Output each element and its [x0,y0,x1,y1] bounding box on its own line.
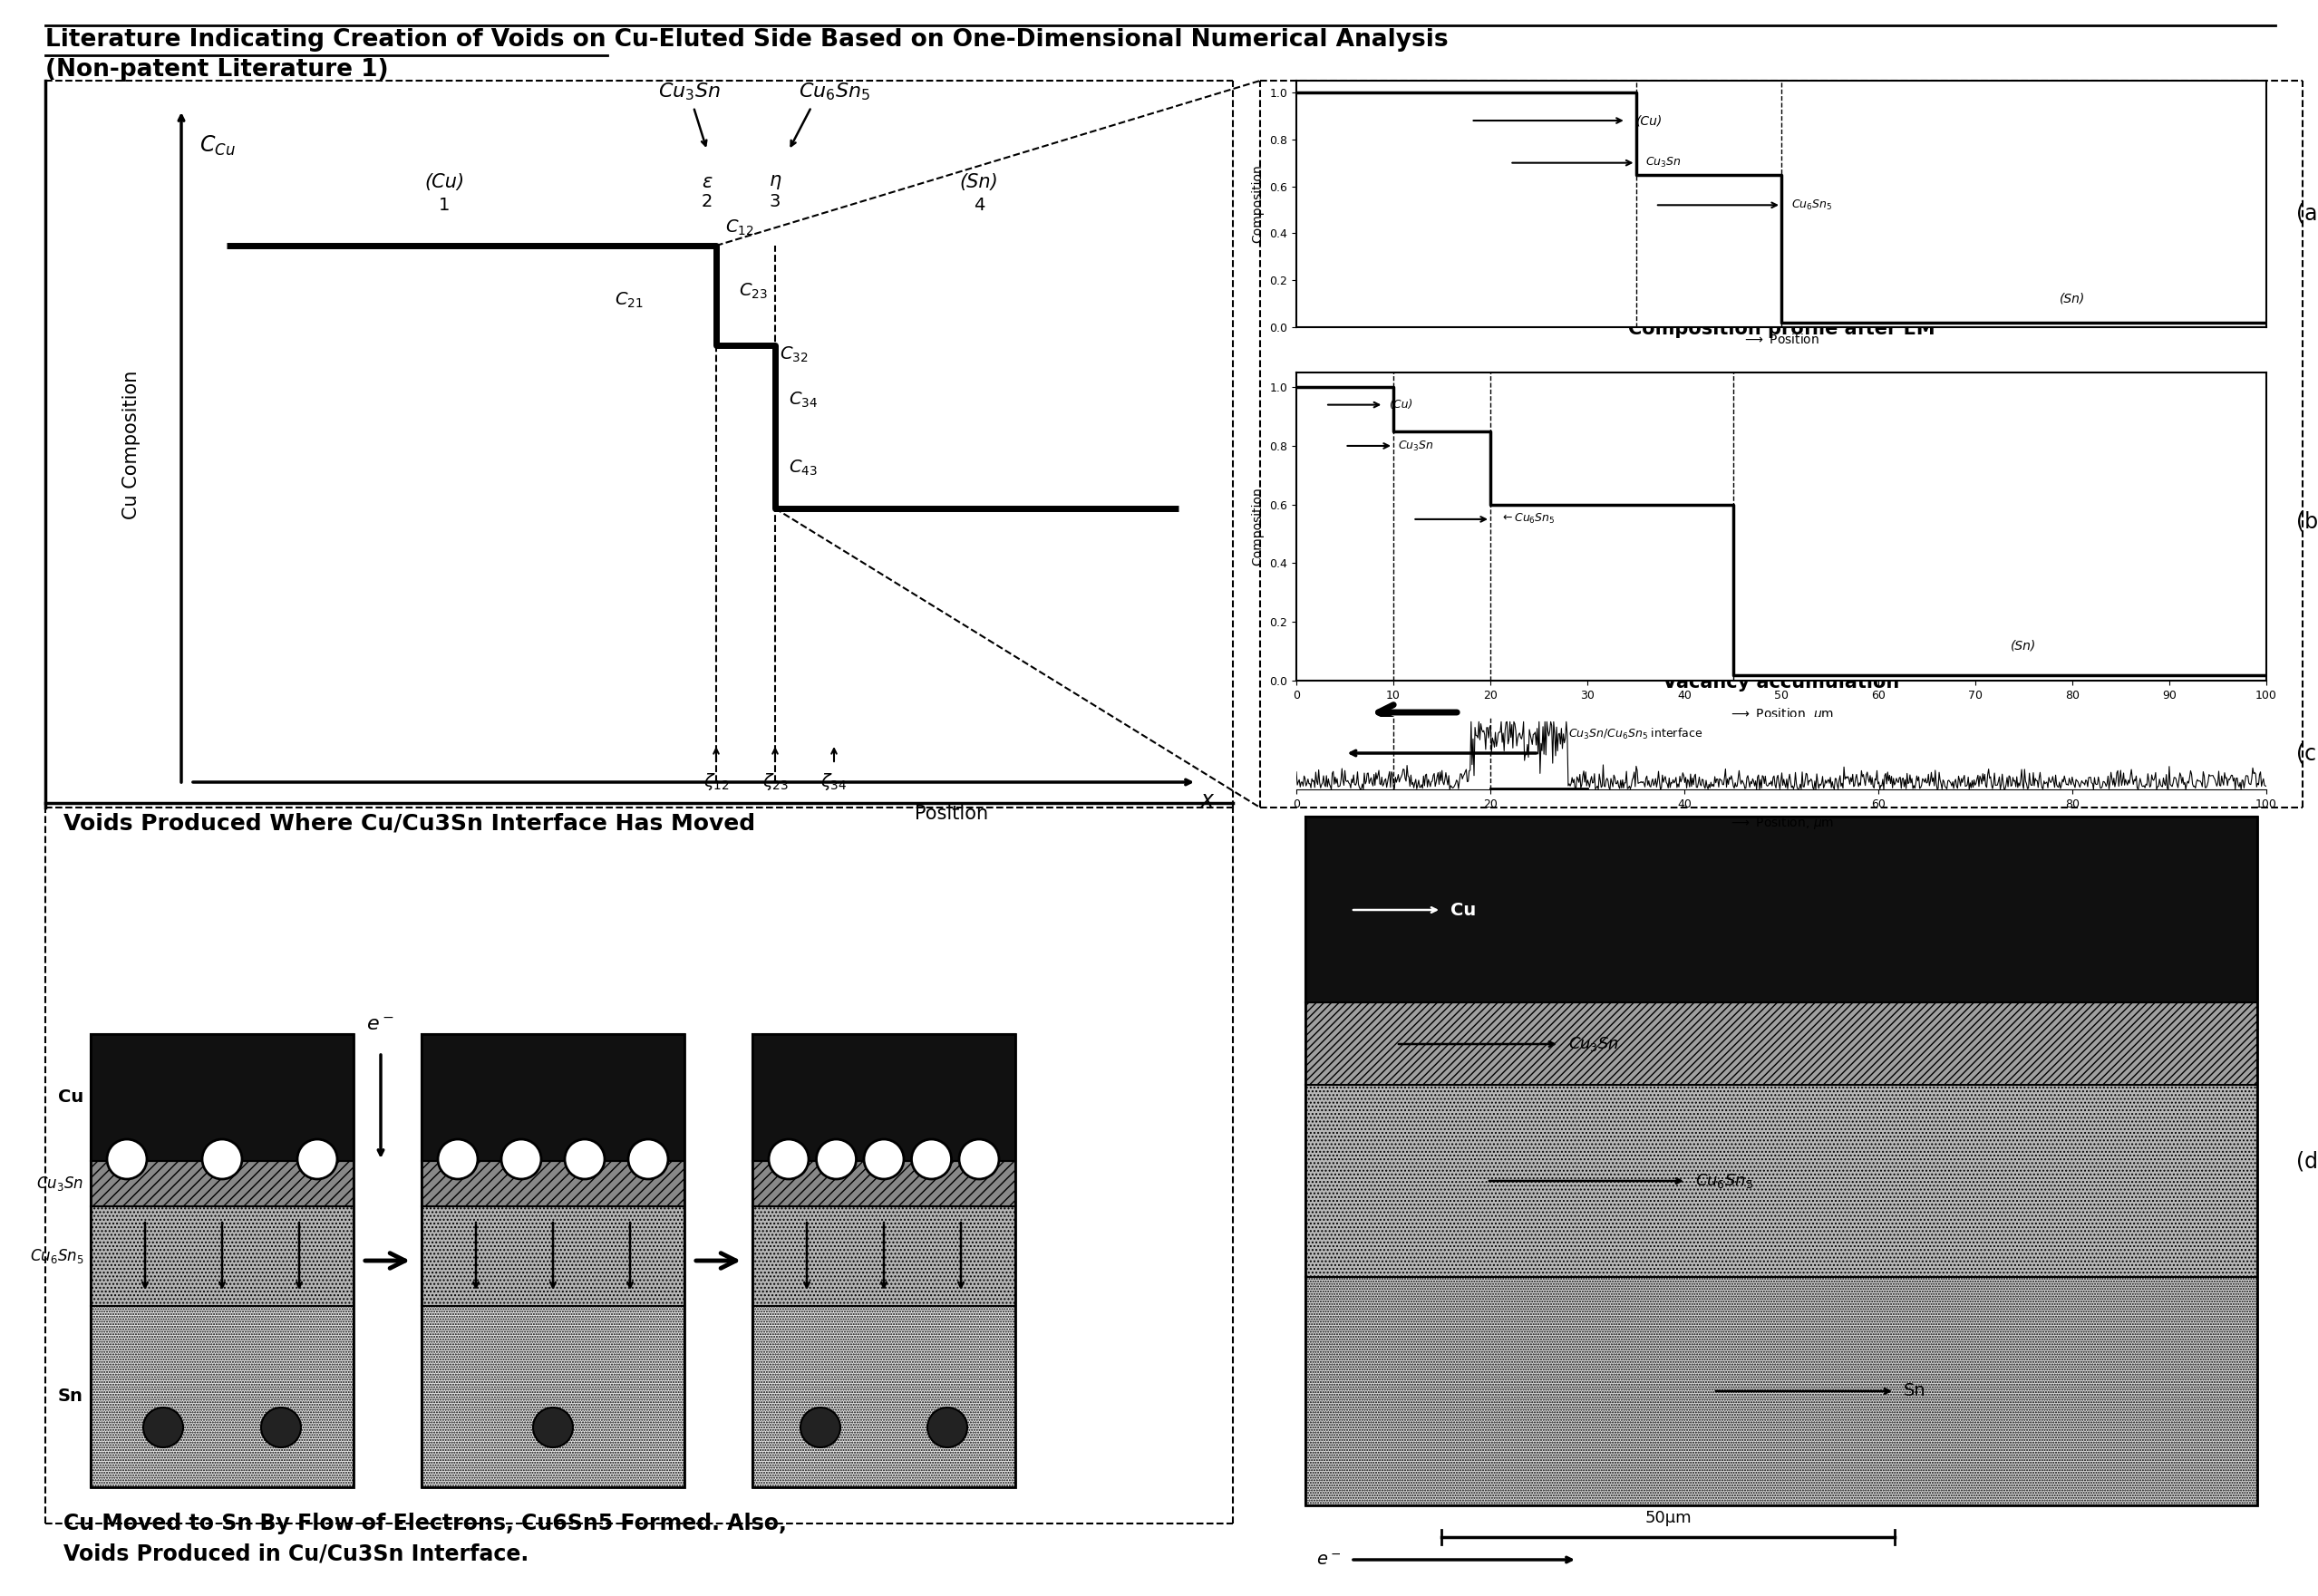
Text: (Cu): (Cu) [424,172,464,192]
Bar [422,1160,684,1207]
Text: $Cu_3Sn/Cu_6Sn_5$ interface: $Cu_3Sn/Cu_6Sn_5$ interface [1567,726,1701,741]
Text: Cu Composition: Cu Composition [123,370,141,519]
Text: $C_{12}$: $C_{12}$ [726,217,753,238]
Text: 50μm: 50μm [1643,1510,1692,1526]
Text: (c): (c) [2297,742,2318,764]
Text: (b): (b) [2297,511,2318,533]
Text: 4: 4 [974,196,985,214]
Text: (Sn): (Sn) [2012,638,2038,651]
Text: 2: 2 [702,193,712,211]
Circle shape [438,1140,478,1179]
Bar [90,1034,355,1487]
Text: $Cu_6Sn_5$: $Cu_6Sn_5$ [797,81,869,102]
Bar [90,1207,355,1306]
Text: (Non-patent Literature 1): (Non-patent Literature 1) [46,57,389,81]
Bar [753,1306,1015,1487]
Text: $Cu_3Sn$: $Cu_3Sn$ [1569,1034,1620,1053]
Text: $Cu_3Sn$: $Cu_3Sn$ [1646,156,1681,169]
X-axis label: $\longrightarrow$ Position, $\mu$m: $\longrightarrow$ Position, $\mu$m [1729,707,1834,723]
Text: Position: Position [916,804,990,824]
Bar [753,1160,1015,1207]
Text: $\varepsilon$: $\varepsilon$ [702,172,712,192]
Bar [422,1034,684,1160]
Y-axis label: Composition: Composition [1252,164,1263,243]
Text: (Sn): (Sn) [2058,292,2086,305]
Bar [1305,1085,2258,1277]
Text: $Cu_6Sn_5$: $Cu_6Sn_5$ [30,1246,83,1266]
Text: $C_{21}$: $C_{21}$ [614,290,644,310]
Text: Literature Indicating Creation of Voids on Cu-Eluted Side Based on One-Dimension: Literature Indicating Creation of Voids … [46,29,1449,51]
Text: $\leftarrow Cu_6Sn_5$: $\leftarrow Cu_6Sn_5$ [1500,512,1555,527]
Circle shape [262,1408,301,1448]
Bar [90,1160,355,1207]
Text: (d): (d) [2297,1151,2318,1171]
Bar [1305,1002,2258,1085]
Text: $Cu_3Sn$: $Cu_3Sn$ [658,81,721,102]
Circle shape [107,1140,146,1179]
Text: Composition profile after EM: Composition profile after EM [1627,319,1936,338]
Text: $e^-$: $e^-$ [1317,1551,1342,1569]
Text: 3: 3 [770,193,781,211]
Bar [90,1034,355,1160]
Text: $C_{Cu}$: $C_{Cu}$ [199,134,236,158]
Text: (a): (a) [2297,203,2318,223]
Y-axis label: Composition: Composition [1252,487,1263,567]
Text: $e^-$: $e^-$ [366,1017,394,1034]
Bar [1305,817,2258,1505]
Bar [422,1306,684,1487]
Text: $\eta$: $\eta$ [770,172,781,192]
Text: Cu: Cu [58,1088,83,1106]
Circle shape [800,1408,841,1448]
X-axis label: $\longrightarrow$ Position: $\longrightarrow$ Position [1743,332,1820,346]
Text: $Cu_6Sn_5$: $Cu_6Sn_5$ [1792,198,1831,212]
Text: $C_{32}$: $C_{32}$ [779,345,809,364]
Text: $Cu_3Sn$: $Cu_3Sn$ [1398,439,1435,453]
Text: Voids Produced Where Cu/Cu3Sn Interface Has Moved: Voids Produced Where Cu/Cu3Sn Interface … [63,812,756,833]
Text: $\zeta_{34}$: $\zeta_{34}$ [821,771,848,792]
Bar [1305,1277,2258,1505]
Text: (Sn): (Sn) [960,172,999,192]
Bar [1305,817,2258,1002]
Circle shape [960,1140,999,1179]
Text: (Cu): (Cu) [1388,399,1412,410]
Bar [753,1034,1015,1487]
X-axis label: $\longrightarrow$ Position, $\mu$m: $\longrightarrow$ Position, $\mu$m [1729,816,1834,832]
Bar [753,1207,1015,1306]
Bar [422,1034,684,1487]
Text: Sn: Sn [58,1389,83,1404]
Text: $\zeta_{12}$: $\zeta_{12}$ [702,771,730,792]
Circle shape [628,1140,668,1179]
Circle shape [501,1140,540,1179]
Text: Vacancy accumulation: Vacancy accumulation [1662,674,1901,691]
Text: (Cu): (Cu) [1637,115,1662,128]
Bar [422,1207,684,1306]
Circle shape [816,1140,855,1179]
Circle shape [533,1408,573,1448]
Circle shape [202,1140,241,1179]
Bar [90,1306,355,1487]
Circle shape [865,1140,904,1179]
Bar [753,1034,1015,1160]
Text: x: x [1201,790,1215,811]
Circle shape [297,1140,336,1179]
Text: Cu Moved to Sn By Flow of Electrons, Cu6Sn5 Formed. Also,: Cu Moved to Sn By Flow of Electrons, Cu6… [63,1513,786,1534]
Text: $Cu_6Sn_5$: $Cu_6Sn_5$ [1694,1171,1752,1191]
Text: Sn: Sn [1903,1382,1926,1400]
Text: $C_{34}$: $C_{34}$ [788,389,818,409]
Text: $Cu_3Sn$: $Cu_3Sn$ [37,1175,83,1192]
Text: $\zeta_{23}$: $\zeta_{23}$ [763,771,788,792]
Text: Cu: Cu [1451,902,1477,919]
Circle shape [770,1140,809,1179]
Text: Voids Produced in Cu/Cu3Sn Interface.: Voids Produced in Cu/Cu3Sn Interface. [63,1542,529,1564]
Text: $C_{23}$: $C_{23}$ [739,281,767,300]
Circle shape [566,1140,605,1179]
Circle shape [927,1408,967,1448]
Circle shape [911,1140,950,1179]
Text: $C_{43}$: $C_{43}$ [788,458,818,477]
Text: 1: 1 [438,196,450,214]
Circle shape [144,1408,183,1448]
